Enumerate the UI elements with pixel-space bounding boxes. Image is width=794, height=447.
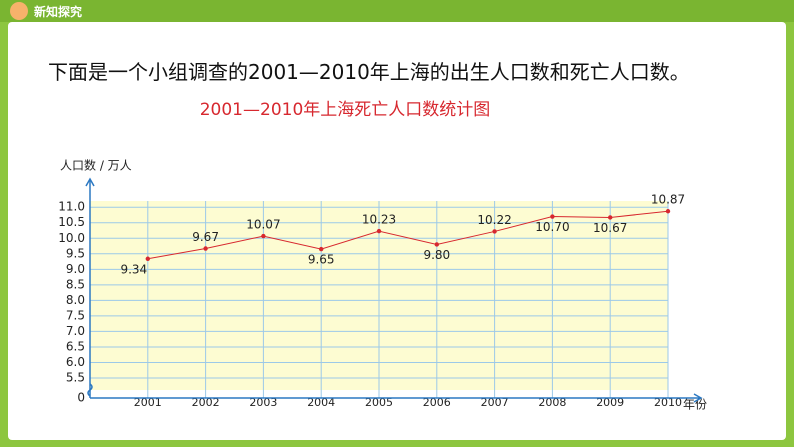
y-axis-arrow <box>85 177 95 187</box>
data-label: 9.67 <box>192 230 219 244</box>
data-line <box>147 210 669 260</box>
data-point <box>608 215 613 220</box>
header-label: 新知探究 <box>34 5 83 19</box>
y-tick-label: 0 <box>77 391 85 405</box>
x-tick-label: 2003 <box>249 396 277 409</box>
data-point <box>261 233 266 239</box>
x-tick-label: 2010 <box>654 396 682 409</box>
x-tick-label: 2007 <box>481 396 509 409</box>
y-tick-label: 6.0 <box>66 355 85 369</box>
x-axis-label: 年份 <box>683 398 707 412</box>
data-label: 9.34 <box>120 262 147 276</box>
y-tick-label: 8.5 <box>66 277 85 291</box>
data-label: 10.23 <box>362 213 396 227</box>
intro-text: 下面是一个小组调查的2001—2010年上海的出生人口数和死亡人口数。 <box>48 60 690 84</box>
data-label: 10.22 <box>477 213 511 227</box>
x-tick-label: 2002 <box>192 396 220 409</box>
y-tick-label: 11.0 <box>58 200 85 214</box>
y-tick-label: 9.5 <box>66 246 85 260</box>
header-bar: 新知探究 <box>0 0 794 22</box>
x-tick-label: 2001 <box>134 396 162 409</box>
chart-title: 2001—2010年上海死亡人口数统计图 <box>200 100 491 120</box>
data-point <box>203 246 208 251</box>
x-tick-label: 2009 <box>596 396 624 409</box>
data-point <box>665 209 671 214</box>
x-tick-label: 2006 <box>423 396 451 409</box>
x-tick-label: 2008 <box>538 396 566 409</box>
icon <box>10 2 28 20</box>
data-point <box>145 256 150 261</box>
data-point <box>492 229 497 234</box>
data-label: 9.65 <box>308 253 335 267</box>
data-label: 10.07 <box>246 218 280 232</box>
y-tick-label: 5.5 <box>66 371 85 385</box>
y-tick-label: 8.0 <box>66 293 85 307</box>
data-label: 10.70 <box>535 220 569 234</box>
data-label: 10.67 <box>593 221 627 235</box>
data-label: 10.87 <box>651 193 685 207</box>
data-label: 9.80 <box>423 248 450 262</box>
y-tick-label: 6.5 <box>66 339 85 353</box>
y-tick-label: 10.5 <box>58 215 85 229</box>
y-tick-label: 7.5 <box>66 308 85 322</box>
y-tick-label: 7.0 <box>66 324 85 338</box>
x-tick-label: 2005 <box>365 396 393 409</box>
data-point <box>550 214 555 219</box>
y-tick-label: 9.0 <box>66 262 85 276</box>
x-tick-label: 2004 <box>307 396 335 409</box>
data-point <box>376 228 382 234</box>
x-axis-arrow <box>693 393 703 403</box>
data-point <box>434 242 439 247</box>
data-point <box>319 246 324 252</box>
y-tick-label: 10.0 <box>58 231 85 245</box>
y-axis-label: 人口数 / 万人 <box>60 158 132 173</box>
axis-break <box>87 383 93 397</box>
